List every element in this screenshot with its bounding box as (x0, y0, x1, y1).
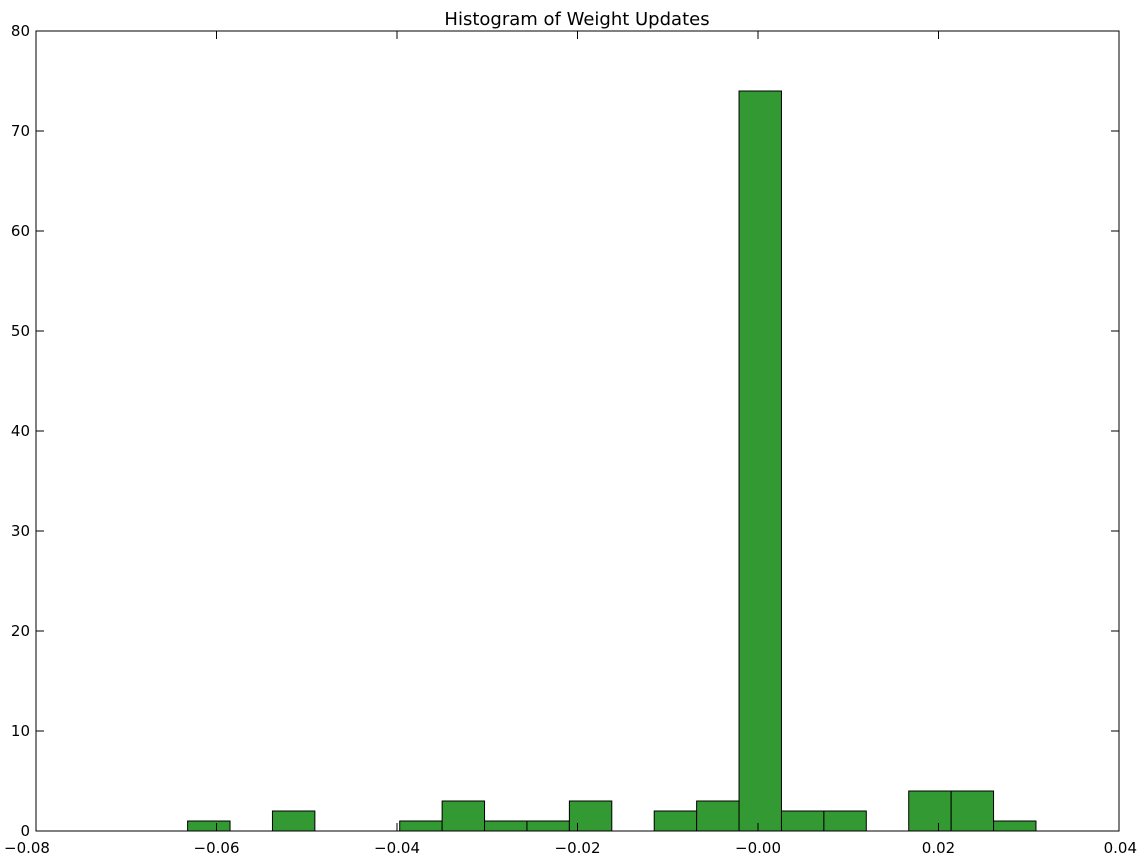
histogram-bar-14 (993, 820, 1037, 832)
histogram-bar-3 (441, 800, 486, 832)
x-tick-label: −0.04 (374, 839, 420, 857)
x-tick-label: 0.02 (922, 839, 955, 857)
chart-title: Histogram of Weight Updates (444, 9, 709, 30)
y-tick-label: 50 (11, 322, 30, 340)
y-tick-label: 80 (11, 22, 30, 40)
y-tick-label: 40 (11, 422, 30, 440)
y-axis-ticks: 0 10 20 30 40 50 60 70 80 (11, 22, 1119, 840)
y-tick-label: 10 (11, 722, 30, 740)
y-tick-label: 0 (20, 822, 30, 840)
histogram-bar-0 (187, 820, 231, 832)
histogram-bars (187, 90, 1037, 832)
x-axis-ticks: −0.08 −0.06 −0.04 −0.02 −0.00 0.02 0.04 (4, 31, 1137, 857)
x-tick-label: −0.00 (735, 839, 781, 857)
y-tick-label: 20 (11, 622, 30, 640)
histogram-bar-1 (271, 810, 316, 832)
histogram-bar-9 (738, 90, 782, 832)
histogram-bar-13 (950, 790, 995, 832)
histogram-bar-8 (696, 800, 740, 832)
y-tick-label: 30 (11, 522, 30, 540)
x-tick-label: −0.06 (194, 839, 240, 857)
histogram-bar-7 (653, 810, 698, 832)
x-tick-label: 0.04 (1104, 839, 1137, 857)
y-tick-label: 70 (11, 122, 30, 140)
histogram-bar-10 (780, 810, 825, 832)
x-tick-label: −0.08 (4, 839, 50, 857)
histogram-bar-5 (526, 820, 570, 832)
plot-area-frame (35, 30, 1120, 832)
histogram-bar-12 (908, 790, 952, 832)
histogram-bar-6 (568, 800, 613, 832)
histogram-bar-2 (399, 820, 443, 832)
x-tick-label: −0.02 (555, 839, 601, 857)
y-tick-label: 60 (11, 222, 30, 240)
histogram-bar-11 (823, 810, 867, 832)
histogram-bar-4 (484, 820, 528, 832)
